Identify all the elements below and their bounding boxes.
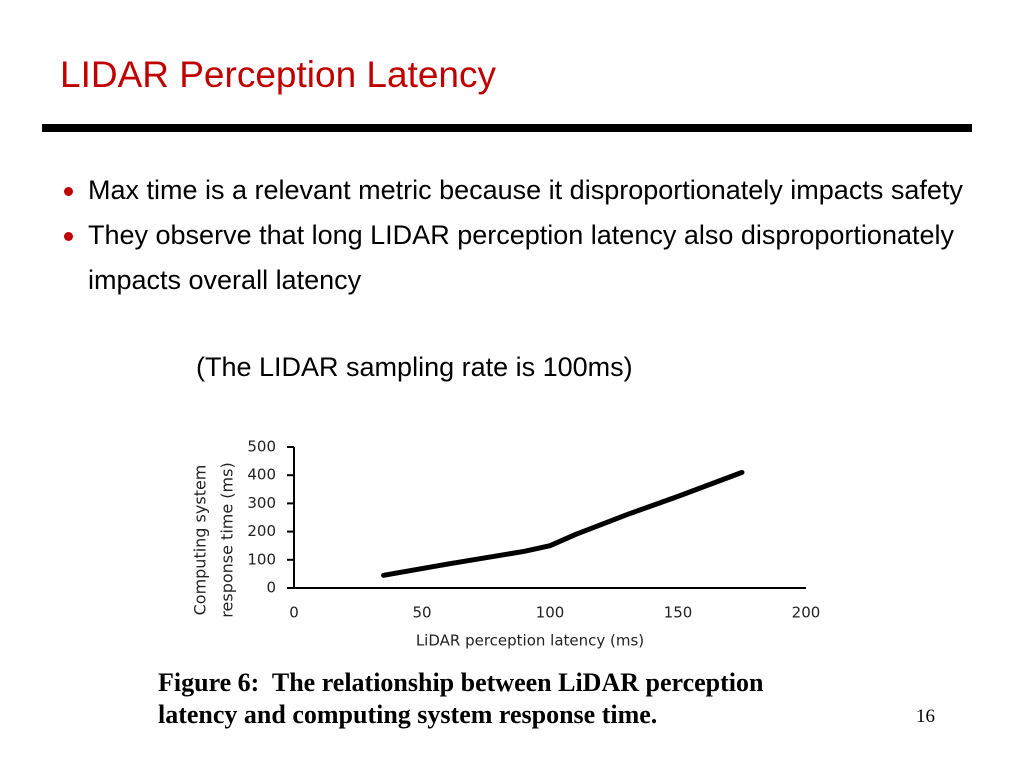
y-tick-label: 200 xyxy=(247,522,276,540)
chart: LiDAR perception latency (ms) Computing … xyxy=(191,438,821,650)
y-tick-label: 100 xyxy=(247,550,276,568)
bullet: Max time is a relevant metric because it… xyxy=(60,168,990,213)
y-tick-label: 300 xyxy=(247,494,276,512)
caption-line: Figure 6: The relationship between LiDAR… xyxy=(158,668,764,697)
bullet-list: Max time is a relevant metric because it… xyxy=(60,168,990,303)
x-tick-label: 150 xyxy=(664,604,693,622)
slide-title: LIDAR Perception Latency xyxy=(60,54,497,95)
x-tick-label: 200 xyxy=(792,604,821,622)
y-axis-label: response time (ms) xyxy=(218,462,237,617)
y-axis-label: Computing system xyxy=(191,465,210,616)
figure-caption: Figure 6: The relationship between LiDAR… xyxy=(158,667,763,731)
x-tick-label: 50 xyxy=(412,604,431,622)
y-tick-label: 400 xyxy=(247,466,276,484)
note: (The LIDAR sampling rate is 100ms) xyxy=(196,352,633,382)
title-rule xyxy=(42,124,972,132)
page-number: 16 xyxy=(916,706,935,727)
data-line xyxy=(381,469,745,578)
y-tick-label: 0 xyxy=(266,579,276,597)
x-axis-label: LiDAR perception latency (ms) xyxy=(416,632,644,650)
x-tick-label: 0 xyxy=(289,604,299,622)
bullet: They observe that long LIDAR perception … xyxy=(60,213,990,303)
caption-line: latency and computing system response ti… xyxy=(158,700,658,729)
x-tick-label: 100 xyxy=(536,604,565,622)
y-tick-label: 500 xyxy=(247,438,276,456)
